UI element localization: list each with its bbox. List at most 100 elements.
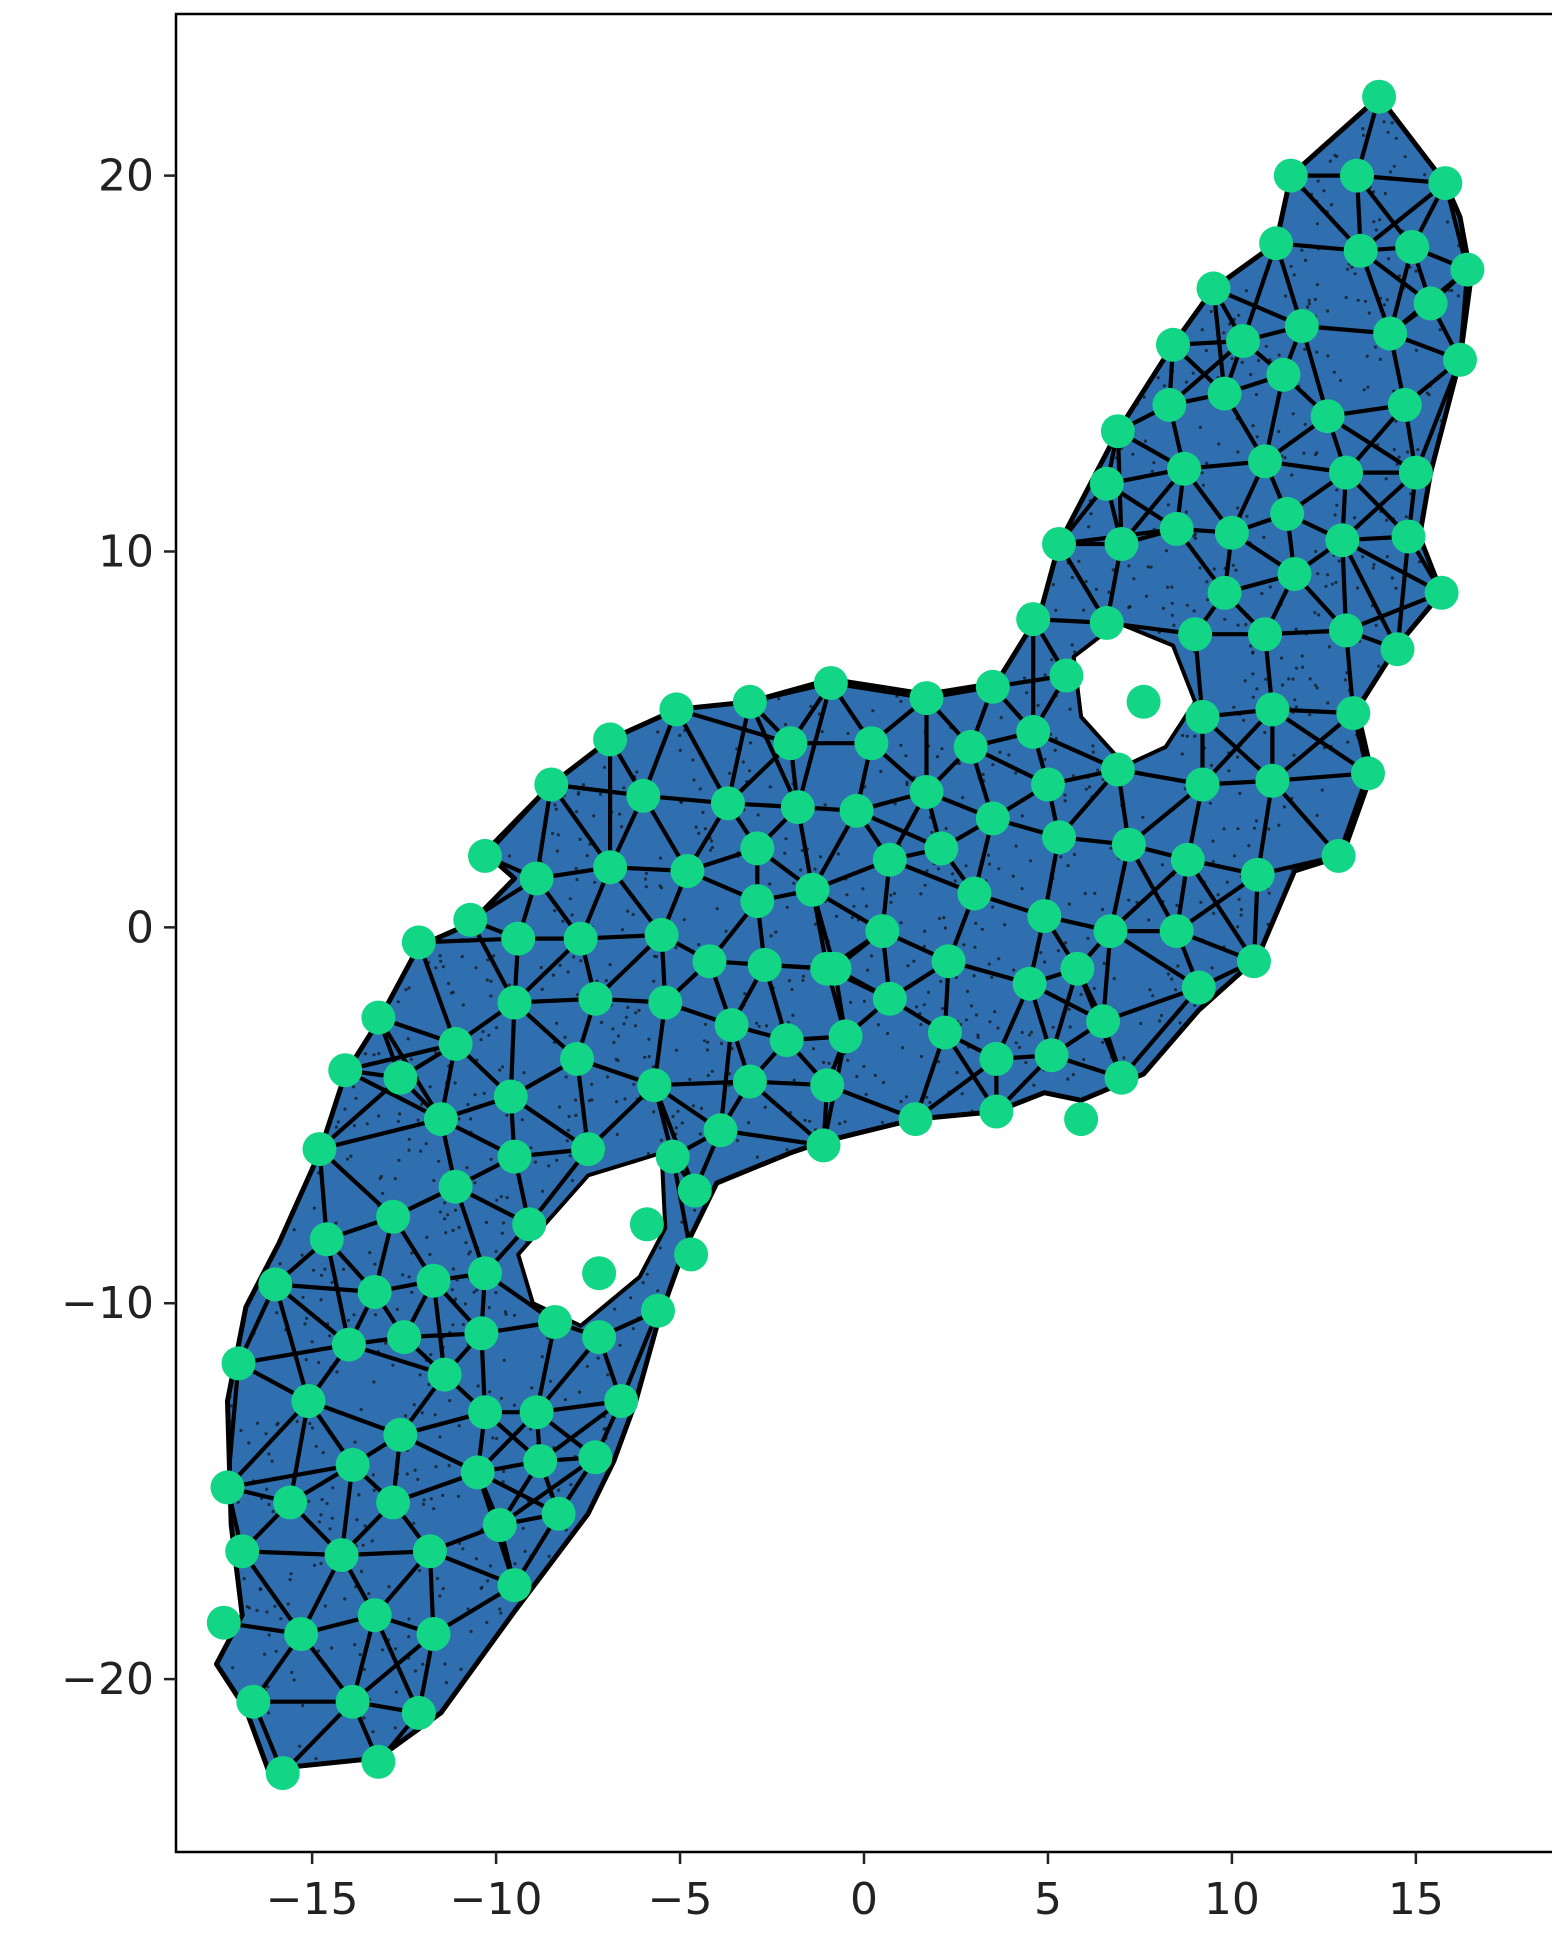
sample-point [354, 1096, 358, 1100]
graph-node [453, 902, 488, 937]
sample-point [231, 1666, 235, 1670]
sample-point [1335, 503, 1339, 507]
sample-point [987, 862, 992, 866]
sample-point [554, 807, 558, 811]
sample-point [801, 978, 805, 983]
sample-point [659, 1138, 664, 1142]
sample-point [540, 1355, 544, 1359]
sample-point [1209, 763, 1214, 768]
sample-point [507, 983, 511, 987]
graph-node [677, 1173, 712, 1208]
graph-node [909, 681, 944, 716]
sample-point [1091, 750, 1095, 754]
sample-point [1397, 274, 1401, 278]
graph-node [931, 944, 966, 979]
sample-point [574, 866, 578, 871]
sample-point [703, 1022, 708, 1026]
sample-point [643, 1055, 647, 1059]
graph-node [361, 1000, 396, 1035]
sample-point [547, 1554, 551, 1558]
sample-point [475, 1288, 479, 1292]
sample-point [1293, 698, 1297, 702]
sample-point [1063, 799, 1067, 803]
sample-point [1237, 897, 1241, 901]
sample-point [852, 904, 856, 908]
sample-point [266, 1711, 271, 1715]
sample-point [879, 769, 883, 774]
sample-point [578, 1390, 582, 1394]
sample-point [393, 1647, 398, 1651]
graph-node [732, 1064, 767, 1099]
sample-point [239, 1428, 243, 1433]
graph-edge [497, 1455, 598, 1528]
graph-edge [343, 1068, 443, 1122]
sample-point [372, 1053, 376, 1057]
sample-point [1397, 455, 1401, 459]
sample-point [599, 1020, 604, 1024]
sample-point [1222, 331, 1226, 335]
sample-point [1139, 1021, 1143, 1026]
sample-point [489, 979, 493, 983]
graph-node [1170, 842, 1205, 877]
sample-point [424, 1142, 428, 1146]
sample-point [889, 900, 893, 904]
sample-point [957, 761, 962, 766]
sample-point [1028, 859, 1033, 863]
sample-point [276, 1421, 280, 1425]
graph-node [1185, 699, 1220, 734]
graph-edge [1270, 707, 1371, 776]
sample-point [1205, 461, 1209, 465]
sample-point [644, 885, 648, 889]
sample-point [606, 1373, 610, 1377]
sample-point [768, 785, 772, 789]
sample-point [290, 1670, 294, 1674]
sample-point [1112, 977, 1116, 981]
sample-point [1245, 514, 1249, 518]
sample-point [1327, 645, 1331, 649]
graph-node [1340, 158, 1374, 193]
sample-point [567, 1114, 571, 1119]
sample-point [265, 1487, 269, 1491]
sample-point [1070, 643, 1074, 647]
sample-point [710, 845, 715, 850]
sample-point [1374, 228, 1378, 232]
sample-point [1287, 677, 1291, 681]
sample-point [864, 1092, 868, 1096]
sample-point [1249, 372, 1253, 377]
sample-point [1096, 768, 1100, 772]
sample-point [904, 1095, 909, 1099]
graph-node [1034, 1038, 1069, 1073]
sample-point [1355, 586, 1360, 590]
sample-point [899, 921, 903, 925]
sample-point [323, 1267, 327, 1271]
sample-point [1164, 549, 1168, 553]
sample-point [1384, 477, 1388, 481]
sample-point [855, 1074, 859, 1079]
sample-point [674, 1126, 678, 1130]
sample-point [359, 1569, 364, 1574]
graph-node [468, 1256, 502, 1291]
sample-point [489, 1157, 493, 1161]
sample-point [488, 1564, 493, 1568]
graph-edge [225, 1462, 355, 1490]
sample-point [862, 999, 867, 1003]
sample-point [1091, 744, 1095, 748]
sample-point [576, 993, 580, 997]
sample-point [1416, 448, 1420, 452]
graph-node [1104, 527, 1139, 561]
sample-point [476, 1384, 480, 1388]
sample-point [355, 1518, 359, 1522]
sample-point [987, 962, 991, 966]
sample-point [365, 1122, 369, 1126]
sample-point [1170, 601, 1174, 605]
sample-point [288, 1578, 292, 1582]
graph-node [206, 1605, 241, 1640]
sample-point [1326, 701, 1330, 705]
graph-node [331, 1327, 366, 1362]
sample-point [944, 826, 948, 831]
sample-point [566, 1128, 571, 1132]
graph-node [773, 726, 808, 761]
sample-point [1149, 565, 1153, 569]
sample-point [1159, 1013, 1164, 1018]
sample-point [1254, 393, 1259, 397]
